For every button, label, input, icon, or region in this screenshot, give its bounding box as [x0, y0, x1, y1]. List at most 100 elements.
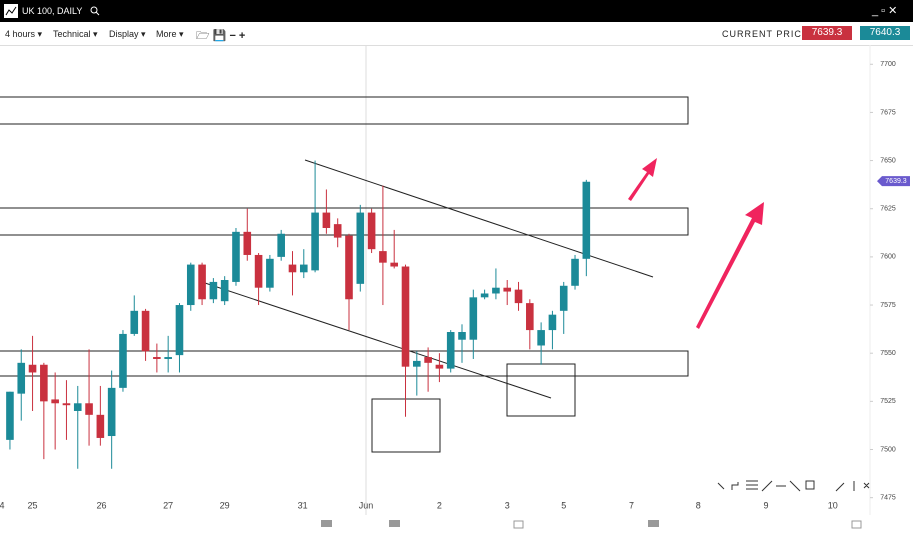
candle-body	[390, 262, 399, 267]
candle-body	[503, 287, 512, 292]
candle-body	[153, 357, 161, 359]
candle-body	[96, 414, 105, 438]
x-tick-label: 2	[437, 500, 442, 510]
trendline	[304, 159, 654, 278]
candle-body	[446, 332, 455, 369]
x-tick-label: 29	[220, 500, 230, 510]
candle-body	[198, 264, 206, 300]
candle-body	[119, 333, 127, 388]
candle-body	[333, 224, 342, 238]
candle-body	[266, 258, 274, 288]
x-tick-label: 7	[629, 500, 634, 510]
drawings	[0, 96, 689, 453]
x-tick-label: 25	[28, 500, 38, 510]
x-tick-label: Jun	[359, 500, 374, 510]
candle-body	[164, 357, 172, 359]
display: Display	[109, 29, 139, 39]
more-menu[interactable]: More ▾	[156, 29, 184, 39]
candle-body	[220, 280, 229, 302]
event	[851, 520, 862, 529]
flag	[321, 520, 332, 527]
candle-body	[458, 332, 466, 340]
arrows	[628, 158, 764, 329]
y-tick-label: 7550	[880, 350, 896, 357]
y-tick-label: 7525	[880, 398, 896, 405]
more: More	[156, 29, 177, 39]
candle-body	[232, 231, 240, 282]
candle-body	[288, 264, 297, 273]
candle-body	[73, 403, 82, 411]
candle-body	[379, 251, 387, 263]
candle-body	[548, 314, 557, 331]
candle-body	[345, 235, 353, 300]
ask-price[interactable]: 7640.3	[860, 26, 910, 40]
logo	[4, 4, 18, 18]
candle-body	[356, 212, 365, 284]
x-tick-label: 3	[505, 500, 510, 510]
zone	[0, 207, 689, 236]
x-tick-label: 27	[163, 500, 173, 510]
candle-body	[413, 360, 421, 367]
candle-body	[526, 303, 534, 331]
y-tick-label: 7575	[880, 302, 896, 309]
zone	[0, 96, 689, 125]
trendline	[204, 282, 552, 399]
x-tick-label: 4	[0, 500, 5, 510]
y-tick-label: 7600	[880, 254, 896, 261]
x-tick-label: 9	[764, 500, 769, 510]
candle-body	[582, 181, 591, 259]
candle-body	[480, 293, 489, 298]
current-price-label: CURRENT PRICE:	[722, 29, 813, 39]
candle-body	[6, 391, 14, 440]
toolbar: 4 hours ▾ Technical ▾ Display ▾ More ▾ 🗁…	[0, 22, 913, 46]
arrow	[696, 202, 764, 329]
candle-body	[209, 281, 218, 300]
zone	[0, 350, 689, 377]
candle-body	[277, 233, 285, 257]
candle-body	[401, 266, 410, 367]
candle-body	[424, 357, 432, 363]
y-tick-label: 7675	[880, 109, 896, 116]
candle-body	[322, 212, 331, 228]
candle-body	[28, 364, 37, 373]
candle-body	[175, 305, 184, 356]
candle-body	[141, 310, 150, 352]
candle-body	[559, 285, 568, 311]
y-tick-label: 7500	[880, 446, 896, 453]
candle-body	[311, 212, 319, 271]
interval: 4 hours	[5, 29, 36, 39]
candle-body	[367, 212, 376, 250]
display-menu[interactable]: Display ▾	[109, 29, 146, 39]
x-tick-label: 5	[561, 500, 566, 510]
last-price-label: 7639.3	[885, 178, 907, 185]
search-icon[interactable]	[90, 6, 100, 16]
y-tick-label: 7625	[880, 206, 896, 213]
candle-body	[435, 364, 444, 369]
box	[506, 363, 576, 417]
y-tick-label: 7700	[880, 61, 896, 68]
y-tick-label: 7650	[880, 157, 896, 164]
candle-body	[130, 310, 139, 334]
tool-icons[interactable]: 🗁 💾 − +	[196, 30, 246, 42]
bid-price[interactable]: 7639.3	[802, 26, 852, 40]
flag	[648, 520, 659, 527]
event	[513, 520, 524, 529]
title: UK 100, DAILY	[22, 6, 83, 16]
title-bar: UK 100, DAILY _ ▫ ✕	[0, 0, 913, 22]
candle-body	[40, 364, 48, 402]
candle-body	[85, 403, 93, 415]
candle-body	[17, 362, 26, 394]
candle-body	[254, 254, 263, 288]
candle-body	[186, 264, 195, 306]
candle-body	[537, 330, 545, 346]
x-tick-label: 31	[298, 500, 308, 510]
window-controls[interactable]: _ ▫ ✕	[872, 5, 898, 17]
technical-menu[interactable]: Technical ▾	[53, 29, 98, 39]
tools[interactable]	[717, 480, 870, 492]
flag	[389, 520, 400, 527]
drawing-tools[interactable]	[717, 480, 870, 492]
last-price-tag	[877, 176, 910, 187]
interval-menu[interactable]: 4 hours ▾	[5, 29, 43, 39]
